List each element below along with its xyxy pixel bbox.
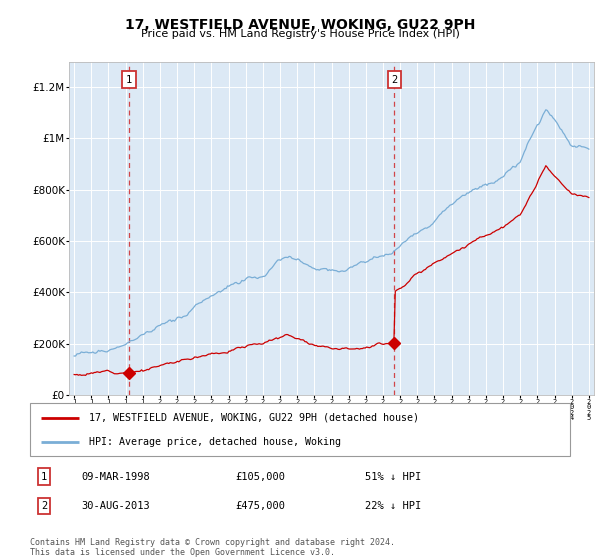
Text: Contains HM Land Registry data © Crown copyright and database right 2024.
This d: Contains HM Land Registry data © Crown c… <box>30 538 395 557</box>
Text: 2: 2 <box>391 74 397 85</box>
Text: 2: 2 <box>41 501 47 511</box>
Text: £105,000: £105,000 <box>235 472 285 482</box>
Text: Price paid vs. HM Land Registry's House Price Index (HPI): Price paid vs. HM Land Registry's House … <box>140 29 460 39</box>
Text: 17, WESTFIELD AVENUE, WOKING, GU22 9PH: 17, WESTFIELD AVENUE, WOKING, GU22 9PH <box>125 18 475 32</box>
FancyBboxPatch shape <box>30 403 570 456</box>
Text: 30-AUG-2013: 30-AUG-2013 <box>82 501 150 511</box>
Text: 1: 1 <box>126 74 132 85</box>
Text: 17, WESTFIELD AVENUE, WOKING, GU22 9PH (detached house): 17, WESTFIELD AVENUE, WOKING, GU22 9PH (… <box>89 413 419 423</box>
Text: 22% ↓ HPI: 22% ↓ HPI <box>365 501 421 511</box>
Text: £475,000: £475,000 <box>235 501 285 511</box>
Text: 51% ↓ HPI: 51% ↓ HPI <box>365 472 421 482</box>
Text: HPI: Average price, detached house, Woking: HPI: Average price, detached house, Woki… <box>89 437 341 447</box>
Text: 1: 1 <box>41 472 47 482</box>
Text: 09-MAR-1998: 09-MAR-1998 <box>82 472 150 482</box>
